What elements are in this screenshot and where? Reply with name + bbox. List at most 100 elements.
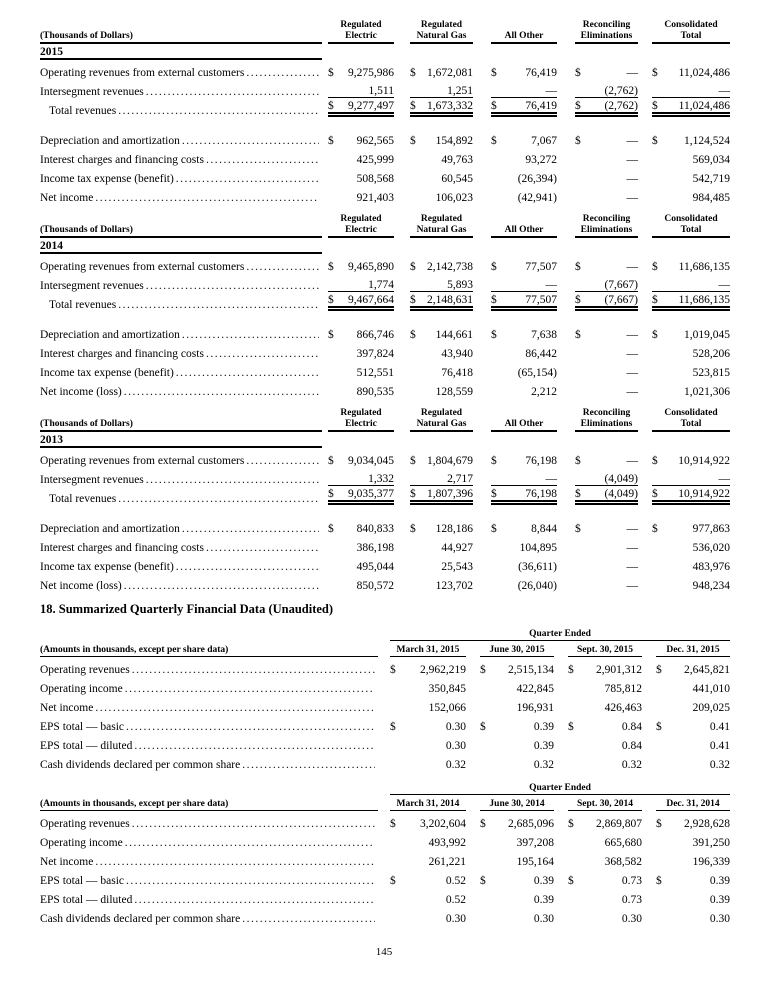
table-cell: 1,511 [322,79,394,98]
cell-value: 962,565 [356,135,394,147]
row-label-cell: Net income (loss) [40,379,322,398]
dollar-sign: $ [652,294,658,306]
cell-box: 261,221 [390,856,466,868]
cell-box: $1,673,332 [410,100,473,117]
dollar-sign: $ [410,294,416,306]
empty-cell [638,44,730,60]
cell-value: 106,023 [435,192,473,204]
table-cell: 528,206 [638,341,730,360]
spacer-row [40,311,730,322]
table-cell: (42,941) [473,185,557,204]
table-cell: $840,833 [322,516,394,535]
cell-value: 0.30 [621,913,642,925]
table-cell: $2,901,312 [554,657,642,676]
table-cell: 425,999 [322,147,394,166]
table-row: Net income 921,403 106,023 (42,941) — 984,485 [40,185,730,204]
table-cell: — [638,467,730,486]
cell-box: — [491,85,557,98]
cell-box: 25,543 [410,561,473,573]
cell-value: 1,673,332 [427,100,473,112]
cell-value: — [626,542,639,554]
cell-box: 495,044 [328,561,394,573]
unit-label: (Amounts in thousands, except per share … [40,799,378,811]
row-label: Cash dividends declared per common share [40,759,241,771]
table-cell: 0.41 [642,733,730,752]
cell-box: 483,976 [652,561,730,573]
table-cell: 76,418 [394,360,473,379]
column-header-label: Regulated Electric [328,20,394,44]
column-header-label: Reconciling Eliminations [575,214,638,238]
cell-box: 2,212 [491,386,557,398]
row-label: Operating revenues from external custome… [40,261,245,273]
column-header: Reconciling Eliminations [557,408,638,432]
table-cell: 60,545 [394,166,473,185]
row-label: Depreciation and amortization [40,523,180,535]
cell-box: 785,812 [568,683,642,695]
cell-box: — [575,154,639,166]
cell-box: — [491,279,557,292]
empty-cell [322,432,394,448]
cell-value: — [626,135,639,147]
cell-value: 977,863 [692,523,730,535]
date-column-header: June 30, 2014 [466,795,554,811]
cell-box: $0.39 [480,721,554,733]
cell-box: $11,686,135 [652,294,730,311]
cell-value: 0.41 [709,740,731,752]
row-label-flex: Cash dividends declared per common share [40,759,378,771]
table-cell: 1,251 [394,79,473,98]
table-cell: $128,186 [394,516,473,535]
year-row: 2013 [40,432,730,448]
table-cell: $144,661 [394,322,473,341]
date-column-label: Sept. 30, 2014 [568,799,642,811]
dollar-sign: $ [656,818,662,830]
year-label-cell: 2015 [40,44,322,60]
segment-tables-container: (Thousands of Dollars) Regulated Electric… [40,20,730,592]
table-row: EPS total — diluted 0.52 0.39 0.73 0.39 [40,887,730,906]
dollar-sign: $ [652,488,658,500]
table-cell: $76,198 [473,486,557,505]
dollar-sign: $ [575,261,581,273]
dollar-sign: $ [656,664,662,676]
dollar-sign: $ [575,488,581,500]
table-cell: 397,824 [322,341,394,360]
cell-box: $8,844 [491,523,557,535]
cell-box: $11,024,486 [652,100,730,117]
cell-value: 76,198 [525,488,557,500]
year-row: 2014 [40,238,730,254]
table-cell: 512,551 [322,360,394,379]
table-cell: — [473,79,557,98]
table-cell: — [557,379,639,398]
dollar-sign: $ [328,329,334,341]
table-cell: $10,914,922 [638,486,730,505]
date-column-header: Sept. 30, 2015 [554,641,642,657]
cell-box: (42,941) [491,192,557,204]
row-label: Net income [40,702,94,714]
table-cell: $ (2,762) [557,98,638,117]
table-cell: $0.39 [466,868,554,887]
cell-value: 123,702 [435,580,473,592]
dot-leader [95,856,375,868]
cell-value: 397,208 [516,837,554,849]
cell-box: $154,892 [410,135,473,147]
cell-box: $9,034,045 [328,455,394,467]
cell-value: 0.39 [533,875,554,887]
table-cell: $7,638 [473,322,557,341]
cell-value: (26,040) [517,580,557,592]
table-cell: $ — [557,254,638,273]
cell-value: 0.30 [709,913,731,925]
cell-box: $1,804,679 [410,455,473,467]
cell-value: 2,148,631 [427,294,473,306]
dollar-sign: $ [410,135,416,147]
cell-box: $11,024,486 [652,67,730,79]
cell-box: $ — [575,67,638,79]
table-row: Net income 261,221 195,164 368,582 196,339 [40,849,730,868]
spacer-cell [40,117,730,128]
table-cell: 493,992 [378,830,466,849]
cell-value: 195,164 [516,856,554,868]
cell-value: 0.30 [445,740,466,752]
cell-value: 128,186 [435,523,473,535]
cell-value: 76,418 [441,367,473,379]
table-cell: $2,148,631 [394,292,473,311]
column-header: Reconciling Eliminations [557,214,638,238]
row-label: Net income (loss) [40,580,122,592]
